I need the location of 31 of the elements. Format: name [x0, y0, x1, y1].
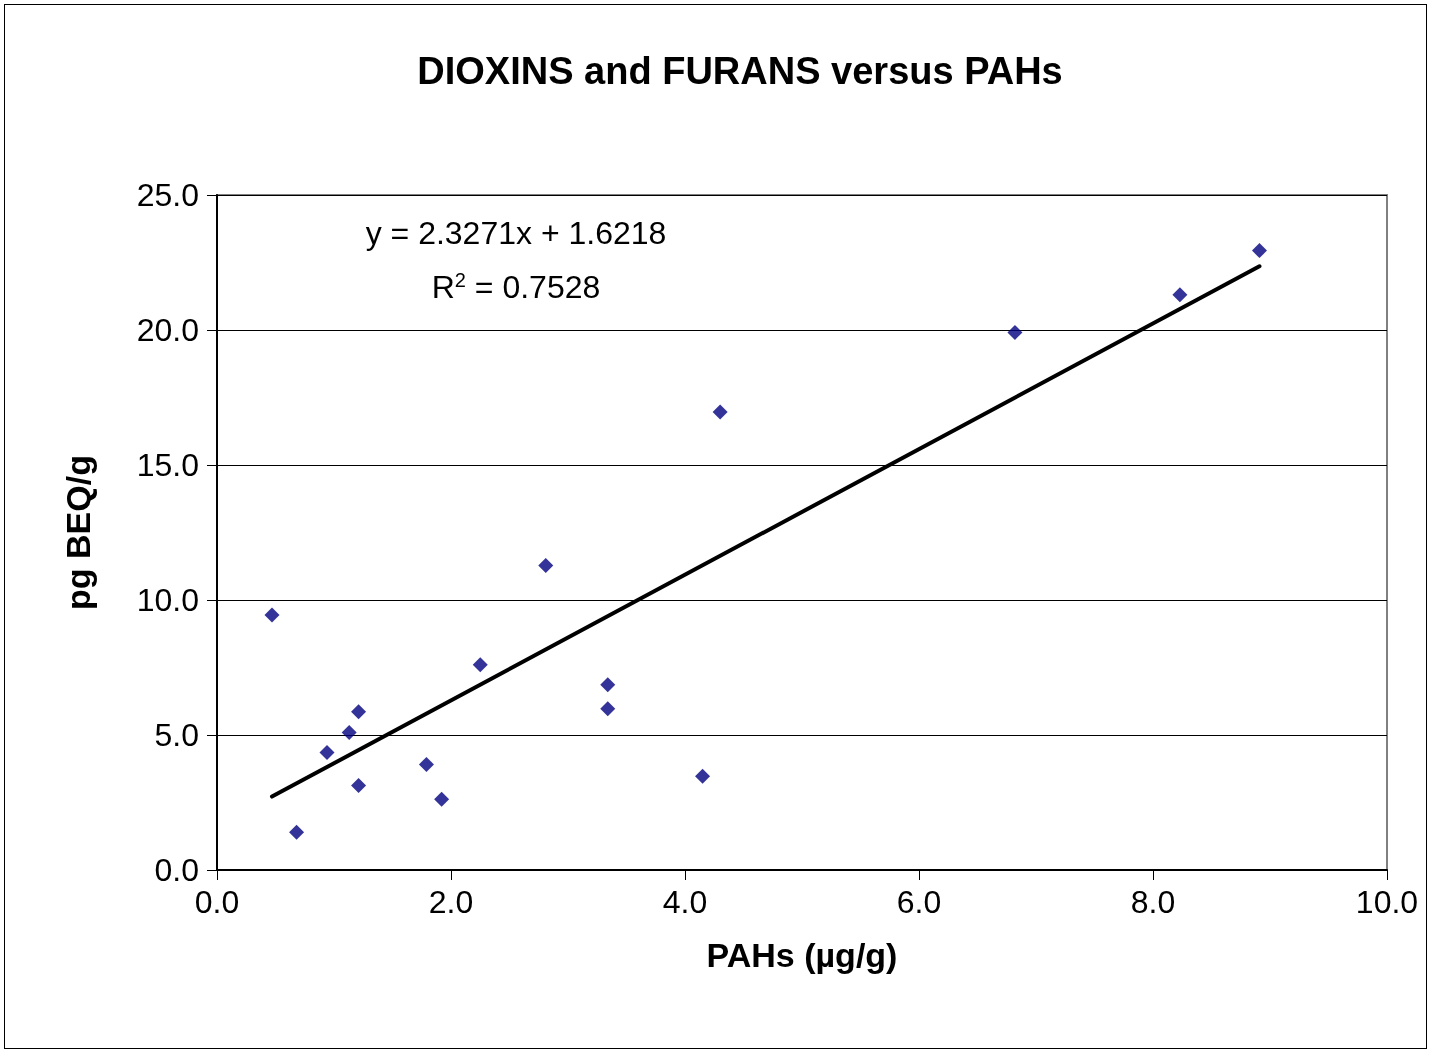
point [712, 404, 728, 420]
y-tick-label: 10.0 [136, 582, 199, 618]
point [341, 725, 357, 741]
x-tick-label: 2.0 [428, 884, 474, 920]
point [434, 791, 450, 807]
point [319, 745, 335, 761]
point [538, 557, 554, 573]
y-tick-label: 15.0 [136, 447, 199, 483]
annotation: y = 2.3271x + 1.6218 [365, 215, 667, 251]
x-tick-label: 6.0 [896, 884, 942, 920]
x-axis-title: PAHs (µg/g) [706, 936, 898, 974]
y-tick-label: 25.0 [136, 177, 199, 213]
point [351, 777, 367, 793]
chart-title: DIOXINS and FURANS versus PAHs [417, 50, 1063, 92]
point [418, 756, 434, 772]
point [600, 701, 616, 717]
point [1251, 243, 1267, 259]
point [600, 677, 616, 693]
point [695, 768, 711, 784]
point [351, 704, 367, 720]
x-tick-label: 4.0 [662, 884, 708, 920]
x-tick-label: 10.0 [1355, 884, 1419, 920]
point [1172, 287, 1188, 303]
y-axis-title: pg BEQ/g [59, 455, 97, 610]
point [289, 824, 305, 840]
y-tick-label: 5.0 [154, 717, 199, 753]
x-tick-label: 8.0 [1130, 884, 1176, 920]
point [472, 657, 488, 673]
y-tick-label: 20.0 [136, 312, 199, 348]
point [1007, 324, 1023, 340]
point [264, 607, 280, 623]
